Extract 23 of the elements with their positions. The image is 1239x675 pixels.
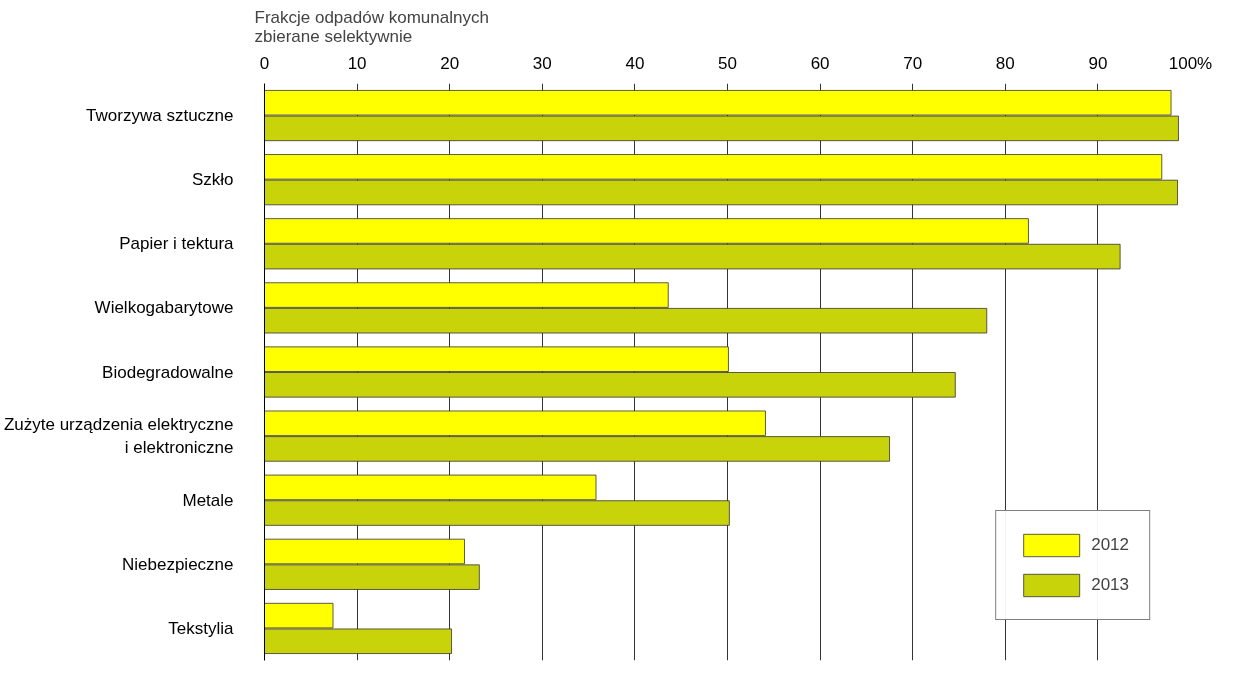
y-tick-label: Wielkogabarytowe (94, 298, 234, 318)
y-tick-label: Zużyte urządzenia elektryczne i elektroniczne (3, 415, 234, 458)
y-tick-label: Metale (182, 490, 234, 510)
chart-title: Frakcje odpadów komunalnych zbierane selektywnie (254, 7, 489, 46)
x-tick-label: 10 (347, 53, 367, 73)
x-tick-label: 40 (625, 53, 645, 73)
x-tick-label: 50 (718, 53, 737, 73)
y-tick-label: Szkło (191, 170, 234, 190)
x-tick-label: 90 (1088, 53, 1108, 73)
x-tick-label: 70 (903, 53, 923, 73)
y-tick-label: Papier i tektura (119, 234, 235, 254)
x-tick-label: 60 (810, 53, 830, 73)
legend-label: 2013 (1091, 575, 1129, 595)
legend-label: 2012 (1091, 535, 1129, 555)
x-tick-label: 100% (1168, 53, 1213, 73)
y-tick-label: Tekstylia (168, 618, 235, 638)
y-tick-label: Biodegradowalne (102, 362, 234, 382)
x-tick-label: 0 (259, 53, 270, 73)
y-tick-label: Niebezpieczne (121, 554, 234, 574)
x-tick-label: 30 (532, 53, 552, 73)
x-tick-label: 20 (440, 53, 460, 73)
x-tick-label: 80 (995, 53, 1015, 73)
y-tick-label: Tworzywa sztuczne (86, 106, 234, 126)
